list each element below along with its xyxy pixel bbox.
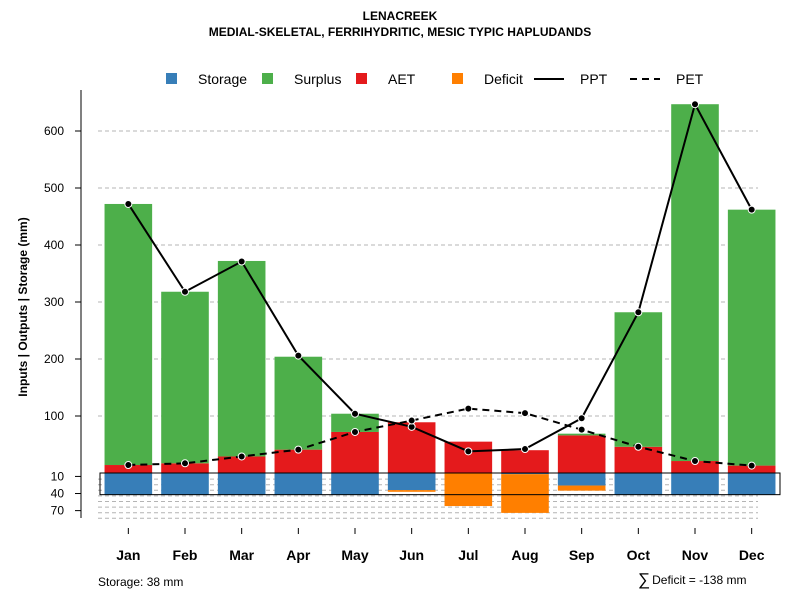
y-tick-label: 600 (44, 124, 64, 138)
ppt-point (237, 257, 246, 266)
ppt-point (124, 199, 133, 208)
x-tick-label: Feb (173, 547, 198, 563)
storage-bar (217, 473, 266, 495)
surplus-bar (274, 356, 323, 450)
x-tick-label: Jun (399, 547, 424, 563)
aet-bar (444, 441, 493, 473)
sigma-icon: ∑ (638, 570, 651, 589)
pet-point (464, 404, 473, 413)
y-tick-label: 10 (51, 469, 65, 483)
surplus-bar (217, 260, 266, 457)
pet-point (237, 452, 246, 461)
ppt-point (294, 351, 303, 360)
surplus-bar (671, 104, 719, 462)
x-tick-label: Aug (511, 547, 538, 563)
storage-bar (274, 473, 323, 495)
pet-point (294, 445, 303, 454)
x-tick-label: Nov (682, 547, 709, 563)
storage-bar (671, 473, 719, 495)
x-tick-label: Apr (286, 547, 311, 563)
surplus-bar (557, 433, 606, 436)
aet-bar (501, 450, 549, 473)
x-tick-label: Sep (569, 547, 595, 563)
y-tick-label: 100 (44, 409, 64, 423)
aet-bar (161, 463, 209, 473)
ppt-point (747, 205, 756, 214)
y-tick-label: 200 (44, 352, 64, 366)
pet-point (351, 427, 359, 436)
ppt-point (464, 447, 473, 456)
y-tick-label: 500 (44, 181, 64, 195)
x-tick-label: Jan (116, 547, 140, 563)
storage-bar (104, 473, 153, 495)
storage-note: Storage: 38 mm (98, 575, 184, 589)
legend-label: PET (676, 71, 704, 87)
pet-point (521, 409, 529, 418)
y-tick-label: 40 (51, 487, 65, 501)
storage-bar (501, 473, 549, 475)
pet-point (407, 416, 416, 425)
storage-bar (557, 473, 606, 486)
pet-point (691, 457, 699, 466)
x-tick-label: Mar (229, 547, 254, 563)
legend-label: AET (388, 71, 416, 87)
pet-point (577, 425, 586, 434)
y-tick-label: 70 (51, 504, 65, 518)
pet-line (128, 407, 752, 467)
y-tick-label: 300 (44, 295, 64, 309)
aet-bar (671, 461, 719, 473)
x-tick-label: Jul (458, 547, 478, 563)
storage-bar (387, 473, 436, 491)
storage-bar (161, 473, 209, 495)
surplus-bar (614, 312, 663, 447)
surplus-bar (104, 203, 153, 466)
storage-bar (614, 473, 663, 495)
surplus-bar (331, 413, 379, 432)
ppt-point (634, 308, 643, 317)
deficit-note-text: Deficit = -138 mm (652, 573, 747, 587)
aet-bar (217, 456, 266, 473)
x-tick-label: May (341, 547, 368, 563)
pet-point (634, 442, 643, 451)
aet-bar (274, 449, 323, 473)
y-axis-label: Inputs | Outputs | Storage (mm) (16, 217, 30, 396)
chart-subtitle: MEDIAL-SKELETAL, FERRIHYDRITIC, MESIC TY… (208, 25, 592, 39)
y-tick-label: 400 (44, 238, 64, 252)
legend-label: Deficit (484, 71, 523, 87)
storage-capacity-box (99, 472, 781, 496)
storage-bar (331, 473, 379, 495)
surplus-bar (161, 291, 209, 464)
ppt-point (521, 445, 529, 454)
aet-bar (614, 446, 663, 473)
legend-label: Storage (198, 71, 247, 87)
surplus-bar (727, 209, 776, 466)
deficit-note: ∑ Deficit = -138 mm (638, 570, 746, 590)
legend-label: Surplus (294, 71, 341, 87)
legend-label: PPT (580, 71, 608, 87)
legend-swatch (356, 73, 367, 84)
ppt-point (691, 100, 699, 109)
legend-swatch (262, 73, 273, 84)
ppt-point (351, 409, 359, 418)
storage-bar (727, 473, 776, 495)
deficit-bar (557, 485, 606, 491)
pet-point (747, 461, 756, 470)
legend-swatch (166, 73, 177, 84)
deficit-bar (501, 474, 549, 513)
aet-bar (331, 431, 379, 473)
x-tick-label: Oct (627, 547, 651, 563)
ppt-point (181, 287, 189, 296)
chart-title: LENACREEK (362, 9, 438, 23)
pet-point (181, 459, 189, 468)
deficit-bar (444, 473, 493, 507)
pet-point (124, 461, 133, 470)
aet-bar (557, 435, 606, 473)
x-tick-label: Dec (739, 547, 765, 563)
legend-swatch (452, 73, 463, 84)
ppt-line (127, 101, 753, 453)
deficit-bar (387, 490, 436, 492)
ppt-point (577, 414, 586, 423)
